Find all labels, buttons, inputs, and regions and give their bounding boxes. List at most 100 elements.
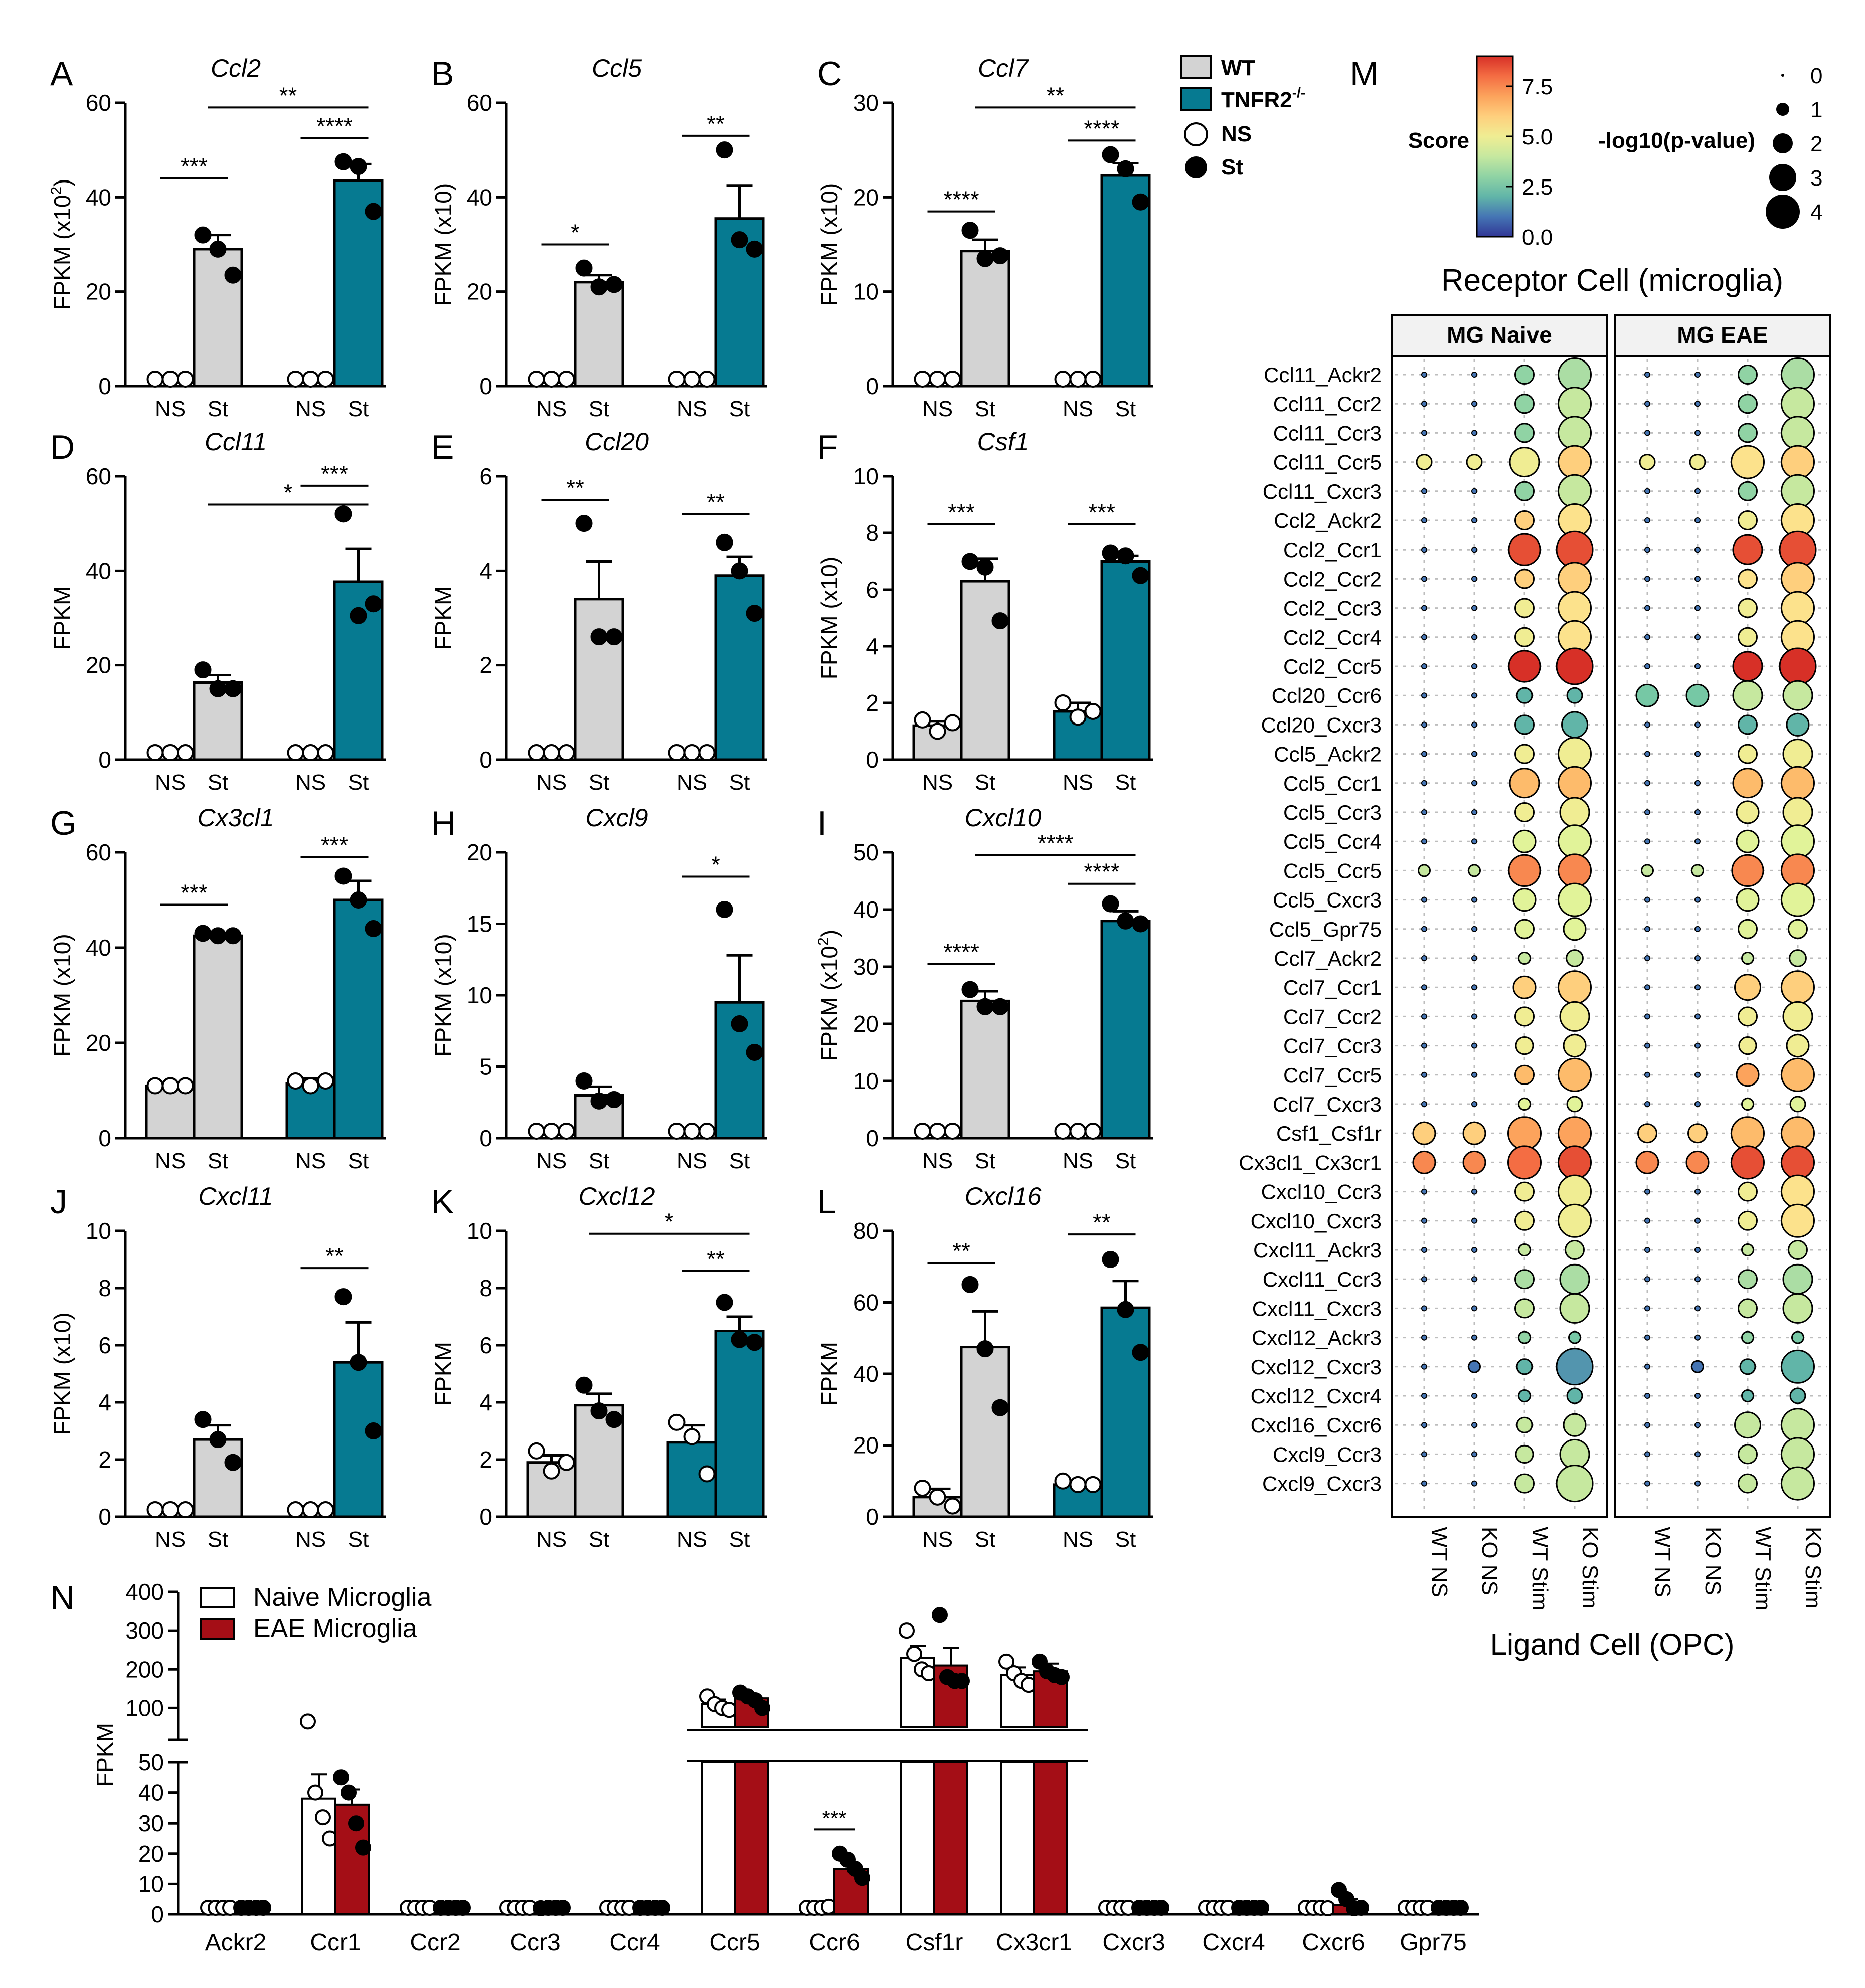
dotplot-dot [1514, 1298, 1535, 1319]
data-point [1084, 1123, 1102, 1140]
bar [960, 1346, 1010, 1518]
dotplot-dot [1514, 1269, 1535, 1290]
data-point [528, 1123, 545, 1140]
size-legend-dot [1773, 133, 1793, 153]
data-point [683, 744, 701, 761]
row-label: Ccl7_Ccr5 [1283, 1063, 1382, 1087]
data-point [209, 927, 227, 945]
panel-letter: J [50, 1183, 67, 1221]
dotplot-dot [1781, 970, 1815, 1005]
dotplot-dot [1418, 864, 1431, 877]
data-point [590, 628, 608, 646]
x-tick-label: NS [155, 397, 186, 421]
dotplot-dot [1694, 1422, 1701, 1428]
colorbar-tick-label: 0.0 [1522, 225, 1553, 250]
data-point [350, 158, 367, 175]
y-axis-label: FPKM (x102) [815, 930, 842, 1061]
row-label: Ccl7_Cxcr3 [1273, 1093, 1382, 1116]
panel-title: Ccl2 [211, 54, 261, 82]
y-tick-label: 6 [479, 463, 492, 489]
y-tick-label: 0 [479, 1504, 492, 1530]
y-axis-label: FPKM [49, 586, 75, 650]
y-axis-label: FPKM [430, 1342, 456, 1406]
dotplot-dot [1741, 952, 1754, 965]
dotplot-dot [1644, 1305, 1650, 1312]
column-label: KO Stim [1801, 1527, 1825, 1609]
dotplot-dot [1421, 576, 1427, 582]
facet-header [1614, 314, 1831, 357]
dotplot-dot [1514, 744, 1535, 764]
dotplot-dot [1471, 372, 1477, 378]
dotplot-dot [1644, 1276, 1650, 1283]
dotplot-dot [1514, 569, 1535, 589]
panel-title: Ccl7 [978, 54, 1029, 82]
dotplot-dot [1421, 1042, 1427, 1049]
dotplot-dot [1514, 919, 1535, 939]
dotplot-dot [1781, 824, 1815, 859]
dotplot-dot [1738, 394, 1758, 414]
data-point [307, 1784, 323, 1801]
x-tick-label: Cxcr3 [1102, 1929, 1165, 1956]
dotplot-dot [1694, 809, 1701, 815]
dotplot-dot [1471, 955, 1477, 961]
bar-panel-f: F Csf1 FPKM (x10) 0 2 4 6 8 10 NS St NS St *** *** [816, 428, 1153, 795]
legend-ko-label: TNFR2-/- [1221, 85, 1305, 112]
data-point [1132, 915, 1149, 933]
dotplot-dot [1741, 1389, 1754, 1402]
x-tick-label: NS [922, 770, 953, 795]
x-tick-label: NS [295, 770, 326, 795]
bar-lower-segment [701, 1761, 736, 1915]
row-label: Ccl11_Ccr2 [1273, 392, 1382, 416]
bar-panel-l: L Cxcl16 FPKM 0 20 40 60 80 NS St NS St ** ** [816, 1182, 1153, 1552]
dotplot-dot [1732, 534, 1763, 565]
significance-stars: * [571, 220, 580, 246]
data-point [954, 1673, 970, 1689]
dotplot-dot [1781, 1437, 1815, 1472]
panel-title: Ccl5 [592, 54, 642, 82]
row-label: Cxcl12_Cxcr3 [1251, 1355, 1382, 1379]
significance-stars: **** [1084, 115, 1120, 141]
dotplot-dot [1694, 780, 1701, 786]
legend-eae-label: EAE Microglia [253, 1614, 417, 1643]
data-point [334, 153, 352, 170]
dotplot-dot [1694, 372, 1701, 378]
data-point [365, 920, 382, 937]
data-point [716, 901, 733, 918]
size-legend-dot [1769, 164, 1796, 191]
dotplot-dot [1736, 1063, 1760, 1087]
dotplot-dot [1508, 533, 1541, 566]
data-point [1084, 702, 1102, 720]
dotplot-dot [1509, 768, 1540, 799]
dotplot-dot [1732, 651, 1763, 682]
y-axis-label: FPKM [430, 586, 456, 650]
x-tick-label: St [208, 1149, 229, 1173]
data-point [1054, 694, 1072, 711]
dotplot-dot [1558, 387, 1592, 421]
data-point [991, 612, 1009, 630]
dotplot-dot [1471, 1217, 1477, 1224]
dotplot-dot [1736, 800, 1760, 824]
data-point [1069, 708, 1087, 726]
y-axis-label-text: FPKM [430, 586, 456, 650]
dotplot-dot [1694, 488, 1701, 494]
dotplot-dot [1563, 1413, 1587, 1437]
bar [193, 934, 243, 1140]
y-tick-label: 6 [98, 1332, 111, 1358]
legend-ko-swatch [1180, 87, 1212, 111]
data-point [302, 371, 319, 388]
y-axis-label-end: ) [816, 930, 842, 937]
size-legend-label: 2 [1810, 132, 1822, 156]
data-point [575, 1072, 593, 1090]
data-point [746, 605, 763, 622]
y-tick-label: 60 [86, 463, 111, 489]
dotplot-dot [1644, 517, 1650, 523]
data-point [1069, 1476, 1087, 1493]
x-tick-label: St [589, 770, 610, 795]
x-tick-label: St [348, 770, 369, 795]
dotplot-dot [1512, 975, 1537, 999]
dotplot-dot [1421, 1393, 1427, 1399]
dotplot-dot [1558, 824, 1592, 859]
dotplot-dot [1471, 517, 1477, 523]
dotplot-dot [1738, 598, 1758, 618]
size-legend-label: 0 [1810, 64, 1822, 88]
